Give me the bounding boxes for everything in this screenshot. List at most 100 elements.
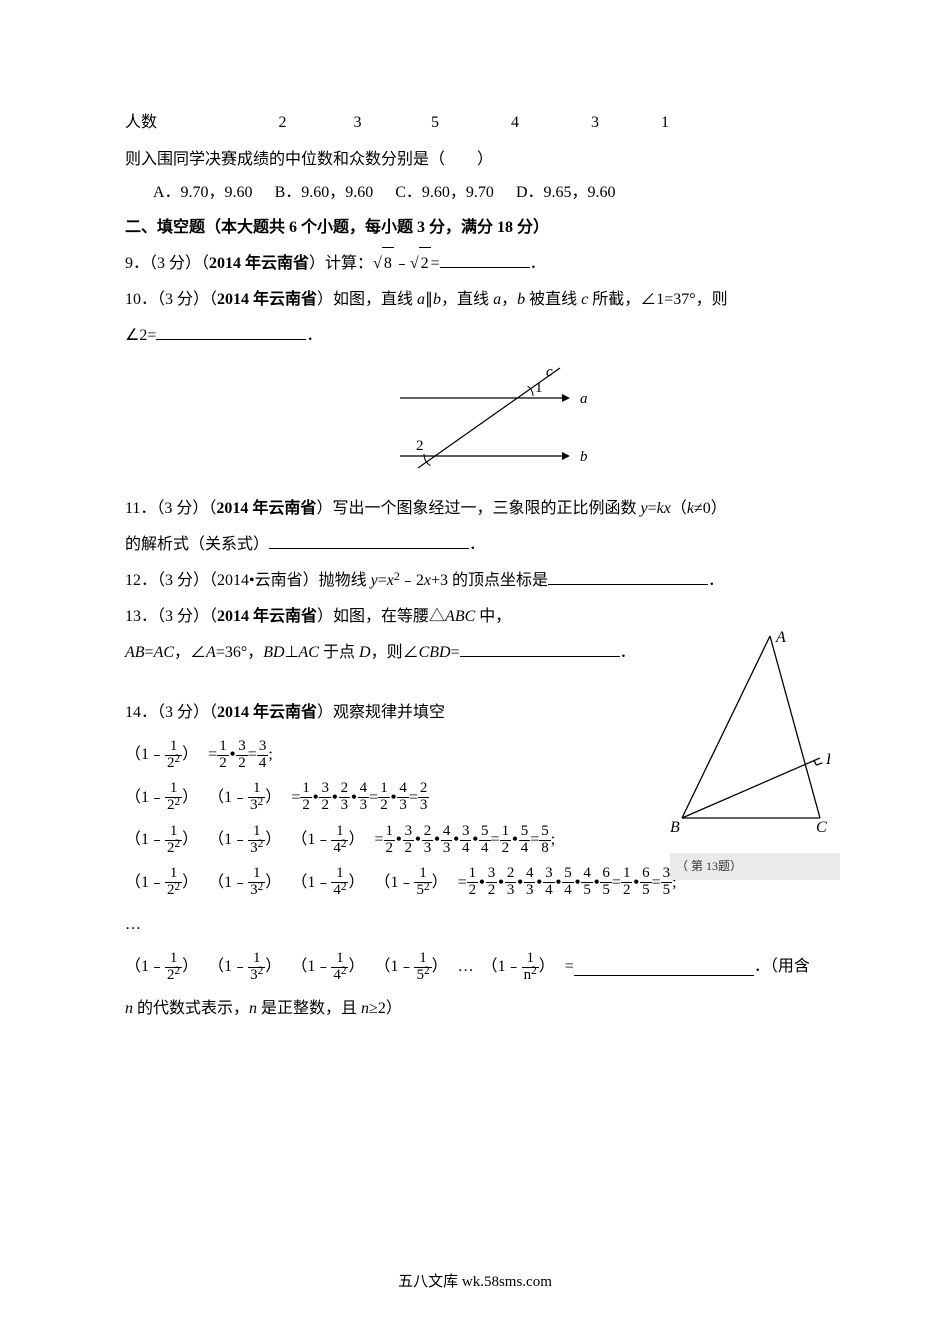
deg: =36°，	[216, 644, 263, 661]
q13-mid2: 中，	[475, 608, 511, 625]
x: x	[664, 500, 671, 517]
paren-term: （1﹣122）	[125, 781, 198, 814]
q9-suffix: ．	[530, 255, 546, 272]
triangle-svg: ABCD	[670, 628, 830, 838]
svg-text:2: 2	[416, 438, 424, 454]
option-c: C．9.60，9.70	[395, 184, 494, 201]
q13-prefix: 13．（3 分）（	[125, 608, 217, 625]
fraction: 12	[467, 866, 479, 899]
table-val-2: 5	[395, 110, 475, 136]
q12-suffix: ．	[708, 572, 724, 589]
eq: =	[648, 500, 657, 517]
fraction: 152	[414, 951, 431, 984]
n3: n	[361, 1000, 369, 1017]
fraction: 122	[165, 781, 182, 814]
options-row: A．9.70，9.60 B．9.60，9.60 C．9.60，9.70 D．9.…	[125, 180, 825, 206]
table-val-0: 2	[245, 110, 320, 136]
final-blank	[574, 958, 754, 976]
note-end: ≥2）	[369, 1000, 402, 1017]
q12-blank	[548, 567, 708, 585]
q10-suffix: ．	[306, 327, 322, 344]
q14-prefix: 14．（3 分）（	[125, 704, 217, 721]
b2: b	[517, 291, 525, 308]
fraction: 23	[505, 866, 517, 899]
svg-text:b: b	[580, 449, 588, 465]
option-d: D．9.65，9.60	[516, 184, 616, 201]
fraction: 23	[418, 781, 430, 814]
svg-text:B: B	[670, 819, 680, 836]
fraction: 34	[543, 866, 555, 899]
fraction: 1n2	[522, 951, 539, 984]
paren-term: （1﹣132）	[208, 824, 281, 857]
fraction: 122	[165, 951, 182, 984]
fraction: 34	[460, 824, 472, 857]
svg-text:C: C	[816, 819, 827, 836]
fraction: 12	[217, 739, 229, 772]
q13-mid3: ，∠	[174, 644, 206, 661]
q9-blank	[440, 250, 530, 268]
triangle-figure: ABCD （ 第 13题）	[670, 628, 840, 880]
b: b	[433, 291, 441, 308]
eq: =	[431, 255, 440, 272]
plus3: +3 的顶点坐标是	[431, 572, 548, 589]
q14-mid: ）观察规律并填空	[317, 704, 445, 721]
q10-mid4: 被直线	[525, 291, 581, 308]
n1: n	[125, 1000, 133, 1017]
a2: a	[493, 291, 501, 308]
q11-line2: 的解析式（关系式）．	[125, 529, 825, 561]
fig13-caption: （ 第 13题）	[670, 853, 840, 880]
fraction: 142	[331, 866, 348, 899]
section2-heading: 二、填空题（本大题共 6 个小题，每小题 3 分，满分 18 分）	[125, 215, 825, 241]
q11-prefix: 11．（3 分）（	[125, 500, 216, 517]
fraction: 32	[403, 824, 415, 857]
fraction: 12	[500, 824, 512, 857]
final-note: n 的代数式表示，n 是正整数，且 n≥2）	[125, 993, 825, 1025]
median-question: 则入围同学决赛成绩的中位数和众数分别是（ ）	[125, 144, 825, 176]
perp: ⊥	[285, 644, 299, 661]
q13-suffix: ．	[620, 644, 636, 661]
fraction: 43	[441, 824, 453, 857]
paren-term: （1﹣132）	[208, 866, 281, 899]
paren-term: （1﹣122）	[125, 951, 198, 984]
table-row: 人数 2 3 5 4 3 1	[125, 110, 825, 136]
sqrt2: √2	[410, 247, 431, 280]
fraction: 54	[519, 824, 531, 857]
q9-mid: ）计算：	[309, 255, 373, 272]
fraction: 32	[486, 866, 498, 899]
y: y	[640, 500, 647, 517]
table-val-1: 3	[320, 110, 395, 136]
fraction: 32	[319, 781, 331, 814]
q10-prefix: 10．（3 分）（	[125, 291, 217, 308]
k2: k	[687, 500, 694, 517]
paren-term: （1﹣122）	[125, 866, 198, 899]
A: A	[206, 644, 216, 661]
fraction: 132	[248, 951, 265, 984]
fraction: 23	[339, 781, 351, 814]
x12: x	[387, 572, 394, 589]
fraction: 12	[384, 824, 396, 857]
fraction: 43	[397, 781, 409, 814]
final-eq-line: （1﹣122）（1﹣132）（1﹣142）（1﹣152）…（1﹣1n2）=．（用…	[125, 951, 825, 984]
fraction: 152	[414, 866, 431, 899]
paren-term: （1﹣122）	[125, 739, 198, 772]
svg-text:D: D	[825, 751, 830, 768]
a: a	[417, 291, 425, 308]
paren-term: （1﹣152）	[374, 951, 447, 984]
par: ∥	[425, 291, 433, 308]
q12: 12．（3 分）（2014•云南省）抛物线 y=x2﹣2x+3 的顶点坐标是．	[125, 565, 825, 597]
footer: 五八文库 wk.58sms.com	[0, 1270, 950, 1294]
cbd: CBD	[419, 644, 451, 661]
ellipsis: …	[125, 909, 825, 941]
q13-mid: ）如图，在等腰△	[317, 608, 445, 625]
paren-term: （1﹣132）	[208, 951, 281, 984]
parallel-lines-figure: cab12	[360, 360, 590, 475]
table-val-3: 4	[475, 110, 555, 136]
fraction: 54	[562, 866, 574, 899]
fraction: 132	[248, 824, 265, 857]
q12-prefix: 12．（3 分）（2014•云南省）抛物线	[125, 572, 371, 589]
fraction: 54	[479, 824, 491, 857]
svg-text:a: a	[580, 391, 588, 407]
q13-bold: 2014 年云南省	[217, 608, 317, 625]
fraction: 122	[165, 824, 182, 857]
q10-mid1: ）如图，直线	[317, 291, 417, 308]
